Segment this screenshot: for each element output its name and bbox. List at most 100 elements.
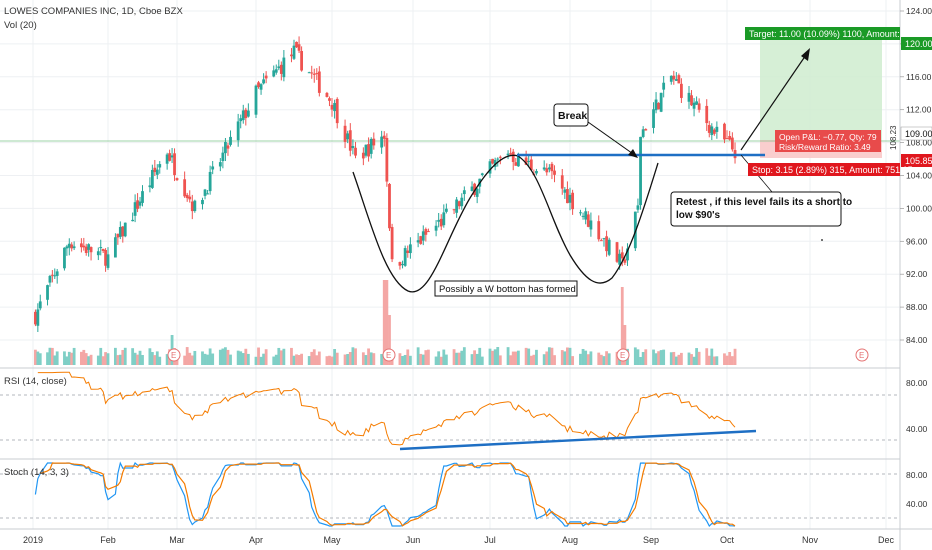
price-axis[interactable]: 124.00 120.00 116.00 112.00 108.00 104.00 100.…: [900, 6, 932, 345]
volume-bar: [527, 348, 531, 365]
volume-bar: [201, 351, 204, 365]
candle-body: [185, 194, 189, 199]
candle-body: [620, 252, 624, 259]
price-tick-label: 100.00: [906, 203, 932, 213]
volume-bar: [185, 347, 189, 365]
volume-bar: [274, 354, 278, 365]
volume-bar: [457, 352, 461, 365]
target-zone: [760, 39, 882, 140]
candle-body: [677, 75, 681, 84]
rsi-line: [37, 371, 736, 446]
volume-bar: [639, 356, 642, 365]
candle-body: [82, 245, 86, 248]
candle-body: [118, 226, 122, 237]
volume-bar: [257, 347, 260, 365]
volume-bar: [104, 352, 107, 365]
candle-body: [581, 215, 585, 217]
candle-body: [641, 129, 645, 137]
svg-text:E: E: [859, 351, 864, 360]
candle-body: [707, 124, 711, 133]
volume-bar: [89, 354, 93, 365]
candle-body: [274, 69, 278, 73]
volume-bar: [529, 355, 533, 365]
volume-bar: [524, 347, 528, 365]
candle-body: [403, 248, 407, 266]
earnings-marker-may[interactable]: E: [382, 348, 396, 362]
candle-body: [511, 151, 515, 163]
volume-bar: [657, 351, 660, 365]
candle-body: [131, 219, 135, 222]
volume-bar: [715, 356, 719, 365]
volume-bar: [328, 355, 331, 365]
volume-bar: [84, 353, 88, 365]
candle-body: [406, 250, 410, 254]
candle-body: [246, 110, 250, 117]
volume-bar: [511, 351, 515, 365]
candle-body: [560, 175, 564, 189]
volume-bar: [545, 351, 549, 365]
volume-bar: [687, 352, 691, 365]
price-tick-label: 124.00: [906, 6, 932, 16]
volume-bar: [516, 350, 520, 365]
candle-body: [475, 188, 479, 197]
stoch-label: Stoch (14, 3, 3): [4, 467, 69, 478]
volume-bar: [72, 347, 76, 365]
candle-body: [175, 178, 179, 181]
volume-bar: [475, 353, 479, 365]
volume-bar: [462, 347, 466, 365]
candle-body: [367, 144, 370, 157]
candle-body: [692, 102, 696, 109]
time-tick-label: Nov: [802, 535, 819, 545]
time-axis[interactable]: 2019 Feb Mar Apr May Jun Jul Aug Sep Oct Nov Dec: [23, 535, 895, 545]
candle-body: [292, 45, 296, 59]
svg-text:E: E: [171, 351, 176, 360]
volume-bar: [659, 350, 663, 365]
candle-body: [165, 154, 169, 164]
candle-body: [542, 167, 546, 170]
candle-body: [586, 214, 590, 227]
volume-bar: [190, 355, 194, 365]
volume-bar: [236, 350, 240, 365]
target-label-box[interactable]: [745, 27, 900, 40]
volume-bar: [106, 353, 110, 365]
candle-body: [457, 201, 461, 207]
volume-bar: [264, 349, 268, 365]
volume-bar: [597, 352, 601, 365]
time-tick-label: Aug: [562, 535, 578, 545]
candle-body: [669, 75, 673, 82]
candle-body: [566, 189, 569, 204]
volume-bar: [563, 351, 567, 365]
volume-bar: [307, 356, 311, 365]
volume-bar: [361, 352, 365, 365]
volume-bar: [380, 354, 384, 365]
volume-bar: [680, 352, 683, 365]
candle-body: [79, 243, 83, 248]
volume-bar: [36, 351, 40, 365]
volume-bar: [388, 315, 391, 365]
volume-bar: [158, 356, 162, 365]
candle-body: [113, 237, 117, 258]
earnings-marker-feb[interactable]: E: [167, 348, 181, 362]
candle-body: [444, 208, 448, 212]
volume-bar: [221, 348, 225, 365]
volume-bar: [427, 349, 430, 365]
rsi-trendline[interactable]: [399, 429, 757, 451]
time-tick-label: Jul: [484, 535, 496, 545]
rsi-label: RSI (14, close): [4, 376, 67, 387]
volume-bar: [141, 355, 144, 365]
w-bottom-callout-box[interactable]: [434, 280, 578, 297]
candle-body: [690, 95, 693, 106]
svg-text:E: E: [386, 351, 391, 360]
candle-body: [239, 118, 243, 122]
candle-body: [535, 170, 538, 174]
retest-callout-box[interactable]: [670, 191, 842, 227]
candle-body: [183, 179, 187, 197]
earnings-marker-nov[interactable]: E: [855, 348, 869, 362]
earnings-marker-aug[interactable]: E: [616, 348, 630, 362]
break-callout-box[interactable]: [553, 103, 589, 127]
candle-body: [310, 72, 314, 74]
volume-bar: [272, 356, 276, 365]
stop-label-box[interactable]: [748, 163, 900, 176]
volume-bar: [470, 354, 474, 365]
